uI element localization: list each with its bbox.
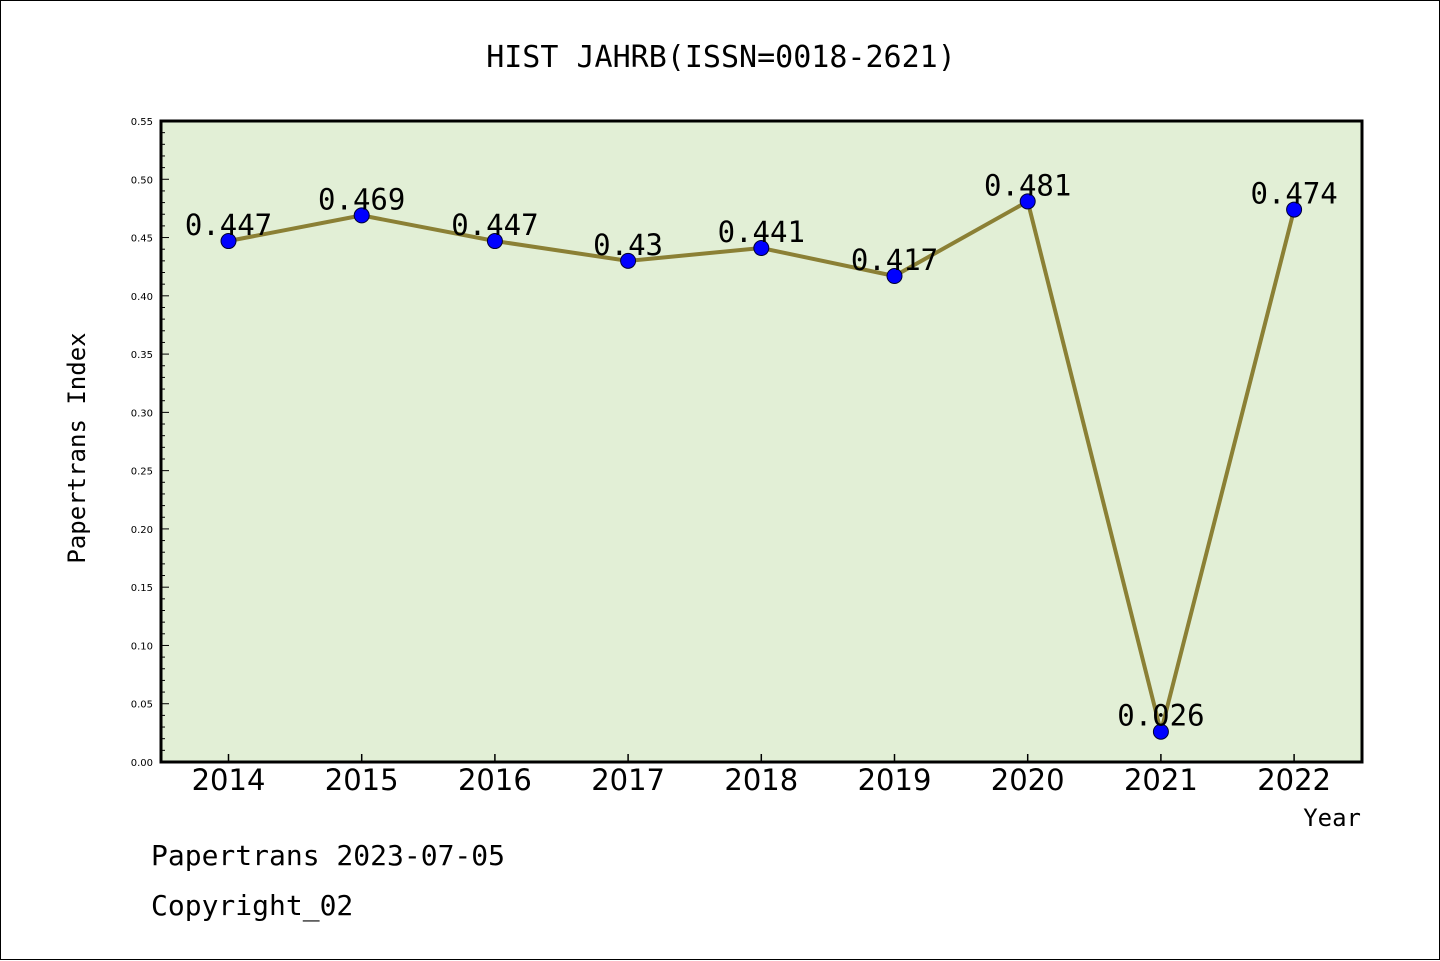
y-tick-label: 0.50 — [131, 175, 153, 186]
x-tick-label: 2018 — [724, 763, 798, 797]
data-point — [1152, 723, 1169, 740]
x-tick-label: 2014 — [192, 763, 266, 797]
data-point — [1019, 193, 1036, 210]
data-label: 0.43 — [593, 228, 663, 262]
y-tick-label: 0.30 — [131, 408, 153, 419]
data-label: 0.026 — [1117, 699, 1204, 733]
data-label: 0.481 — [984, 168, 1071, 202]
data-point — [220, 233, 237, 250]
y-axis-label: Papertrans Index — [63, 332, 91, 563]
data-label: 0.447 — [451, 208, 538, 242]
y-tick-label: 0.20 — [131, 525, 153, 536]
data-point — [486, 233, 503, 250]
data-point — [753, 240, 770, 257]
y-tick-label: 0.25 — [131, 467, 153, 478]
x-axis: 2014 2015 2016 2017 2018 2019 2020 2021 2022 — [192, 754, 1331, 797]
y-tick-label: 0.15 — [131, 583, 153, 594]
y-tick-label: 0.10 — [131, 641, 153, 652]
chart-title: HIST JAHRB(ISSN=0018-2621) — [486, 40, 956, 75]
x-tick-label: 2022 — [1257, 763, 1331, 797]
x-tick-label: 2017 — [591, 763, 665, 797]
data-point — [620, 252, 637, 269]
data-labels: 0.447 0.469 0.447 0.43 0.441 0.417 0.481 0.026 0… — [185, 168, 1338, 732]
data-label: 0.441 — [718, 215, 805, 249]
data-label: 0.474 — [1250, 177, 1337, 211]
data-label: 0.469 — [318, 182, 405, 216]
x-tick-label: 2021 — [1124, 763, 1198, 797]
y-tick-label: 0.55 — [131, 117, 153, 128]
y-axis: 0.00 0.05 0.10 0.15 0.20 0.25 0.30 0.35 0.40 0.45… — [131, 117, 169, 769]
data-label: 0.417 — [851, 243, 938, 277]
x-tick-label: 2015 — [325, 763, 399, 797]
y-tick-label: 0.00 — [131, 758, 153, 769]
data-label: 0.447 — [185, 208, 272, 242]
x-tick-label: 2016 — [458, 763, 532, 797]
x-tick-label: 2019 — [858, 763, 932, 797]
y-tick-label: 0.35 — [131, 350, 153, 361]
data-point — [1286, 201, 1303, 218]
series-group — [220, 193, 1303, 740]
x-tick-label: 2020 — [991, 763, 1065, 797]
y-tick-label: 0.45 — [131, 234, 153, 245]
y-tick-label: 0.40 — [131, 292, 153, 303]
data-point — [886, 268, 903, 285]
footer-date: Papertrans 2023-07-05 — [151, 839, 505, 872]
data-point — [353, 207, 370, 224]
footer-copyright: Copyright_02 — [151, 889, 353, 923]
y-tick-label: 0.05 — [131, 700, 153, 711]
x-axis-label: Year — [1303, 804, 1361, 832]
plot-area — [159, 119, 1364, 764]
